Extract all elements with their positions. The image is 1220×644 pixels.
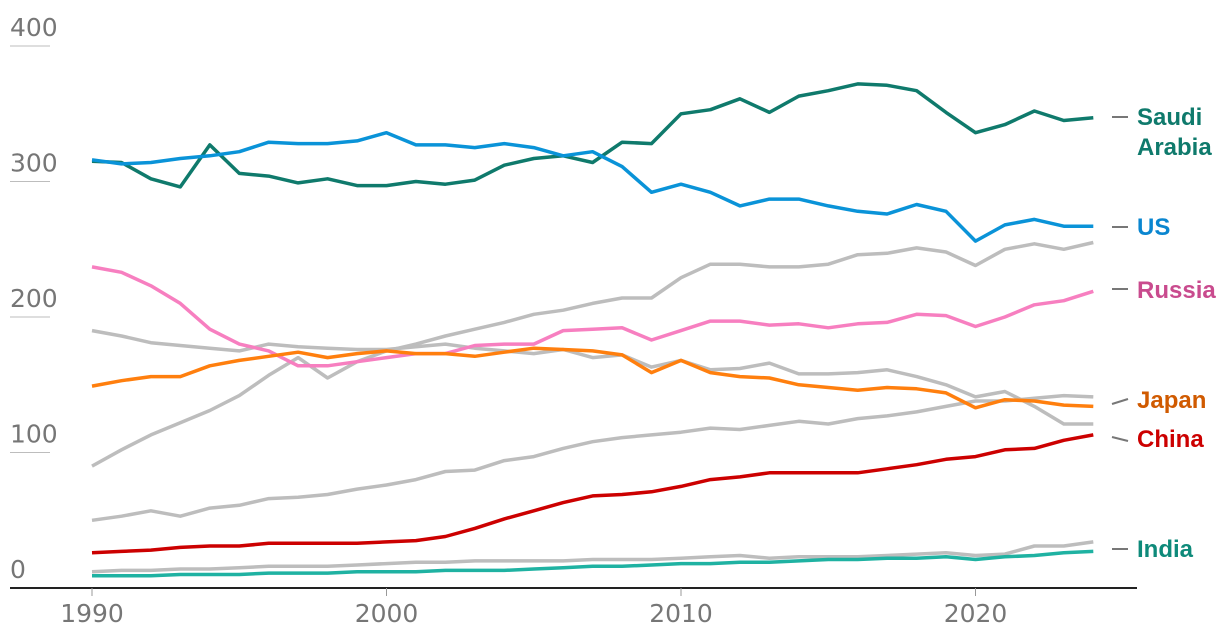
x-tick-label: 2000 [355,599,419,628]
y-tick-label: 400 [10,13,58,42]
y-tick-label: 200 [10,284,58,313]
series-line-us [91,130,1094,243]
series-label-russia: Russia [1137,277,1216,304]
x-tick-label: 1990 [60,599,124,628]
background-series-line [91,240,1094,468]
x-tick-label: 2010 [649,599,713,628]
label-leader-japan [1111,398,1129,405]
background-series [91,240,1094,574]
y-tick-label: 300 [10,149,58,178]
y-tick-label: 0 [10,555,26,584]
highlighted-series [91,82,1094,578]
series-label-japan: Japan [1137,387,1206,414]
series-label-us: US [1137,214,1170,241]
series-line-saudi-arabia [91,82,1094,189]
x-tick-label: 2020 [944,599,1008,628]
background-series-line [91,540,1094,574]
background-series-line [91,328,1094,426]
series-label-china: China [1137,426,1204,453]
background-series-line [91,393,1094,523]
series-labels: Saudi Arabia US Russia Japan China India [1111,104,1216,563]
series-label-india: India [1137,536,1194,563]
series-line-russia [91,265,1094,368]
series-line-china [91,433,1094,555]
series-line-japan [91,346,1094,410]
label-leader-china [1111,436,1129,442]
y-axis: 0 100 200 300 400 [10,13,58,584]
series-label-saudi-arabia: Arabia [1137,134,1212,161]
y-tick-label: 100 [10,420,58,449]
series-line-india [92,549,1094,578]
x-axis: 1990 2000 2010 2020 [10,587,1137,628]
series-label-saudi-arabia: Saudi [1137,104,1202,131]
